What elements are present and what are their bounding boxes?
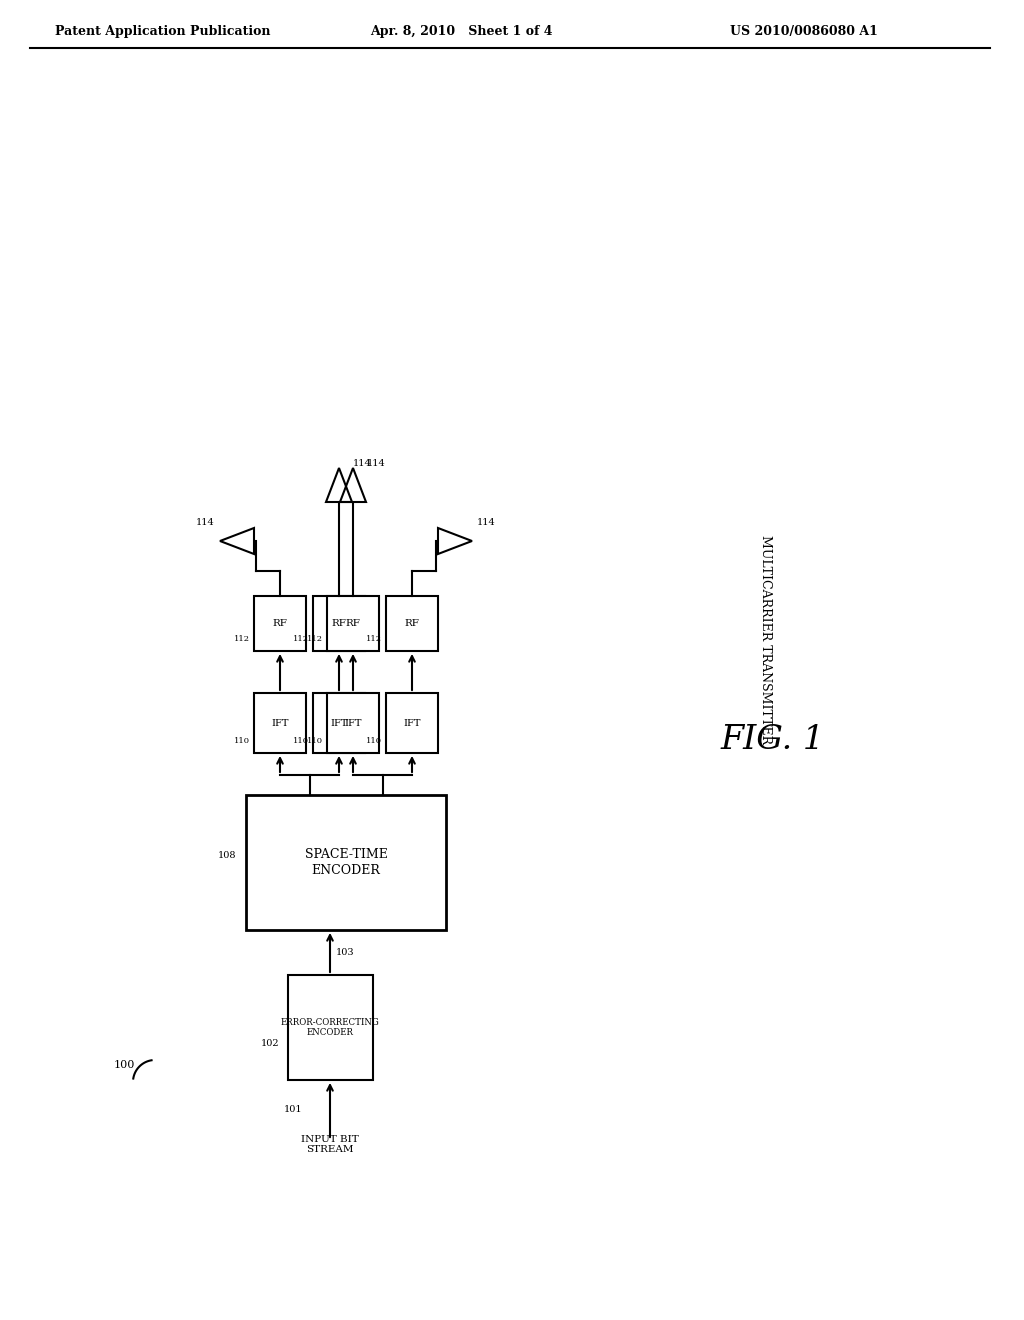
Text: 108: 108 [217, 851, 236, 861]
Text: IFT: IFT [331, 718, 348, 727]
Text: IFT: IFT [403, 718, 421, 727]
Text: 114: 114 [353, 459, 372, 469]
Text: INPUT BIT
STREAM: INPUT BIT STREAM [301, 1135, 358, 1155]
FancyBboxPatch shape [386, 597, 438, 651]
Text: 100: 100 [114, 1060, 135, 1071]
Text: RF: RF [345, 619, 360, 628]
Text: 103: 103 [336, 948, 354, 957]
Text: 110: 110 [293, 737, 309, 744]
Text: Patent Application Publication: Patent Application Publication [55, 25, 270, 38]
Text: 110: 110 [234, 737, 250, 744]
FancyBboxPatch shape [327, 597, 379, 651]
Text: IFT: IFT [344, 718, 361, 727]
Text: 114: 114 [197, 517, 215, 527]
Text: IFT: IFT [271, 718, 289, 727]
FancyBboxPatch shape [254, 597, 306, 651]
FancyBboxPatch shape [313, 693, 365, 752]
FancyBboxPatch shape [313, 597, 365, 651]
FancyBboxPatch shape [327, 693, 379, 752]
FancyBboxPatch shape [386, 693, 438, 752]
Text: MULTICARRIER TRANSMITTER: MULTICARRIER TRANSMITTER [759, 536, 771, 744]
FancyBboxPatch shape [254, 693, 306, 752]
Text: 102: 102 [261, 1039, 280, 1048]
Text: 114: 114 [367, 459, 386, 469]
FancyBboxPatch shape [246, 795, 446, 931]
Text: 114: 114 [477, 517, 496, 527]
Text: RF: RF [404, 619, 420, 628]
Text: 110: 110 [366, 737, 382, 744]
Text: 101: 101 [284, 1106, 302, 1114]
Text: 110: 110 [307, 737, 323, 744]
Text: RF: RF [272, 619, 288, 628]
Text: SPACE-TIME
ENCODER: SPACE-TIME ENCODER [304, 849, 387, 876]
Text: 112: 112 [293, 635, 309, 643]
Text: FIG. 1: FIG. 1 [720, 723, 824, 756]
FancyBboxPatch shape [288, 975, 373, 1080]
Text: Apr. 8, 2010   Sheet 1 of 4: Apr. 8, 2010 Sheet 1 of 4 [370, 25, 553, 38]
Text: 112: 112 [234, 635, 250, 643]
Text: 112: 112 [307, 635, 323, 643]
Text: US 2010/0086080 A1: US 2010/0086080 A1 [730, 25, 878, 38]
Text: 112: 112 [366, 635, 382, 643]
Text: RF: RF [332, 619, 346, 628]
Text: ERROR-CORRECTING
ENCODER: ERROR-CORRECTING ENCODER [281, 1018, 379, 1038]
